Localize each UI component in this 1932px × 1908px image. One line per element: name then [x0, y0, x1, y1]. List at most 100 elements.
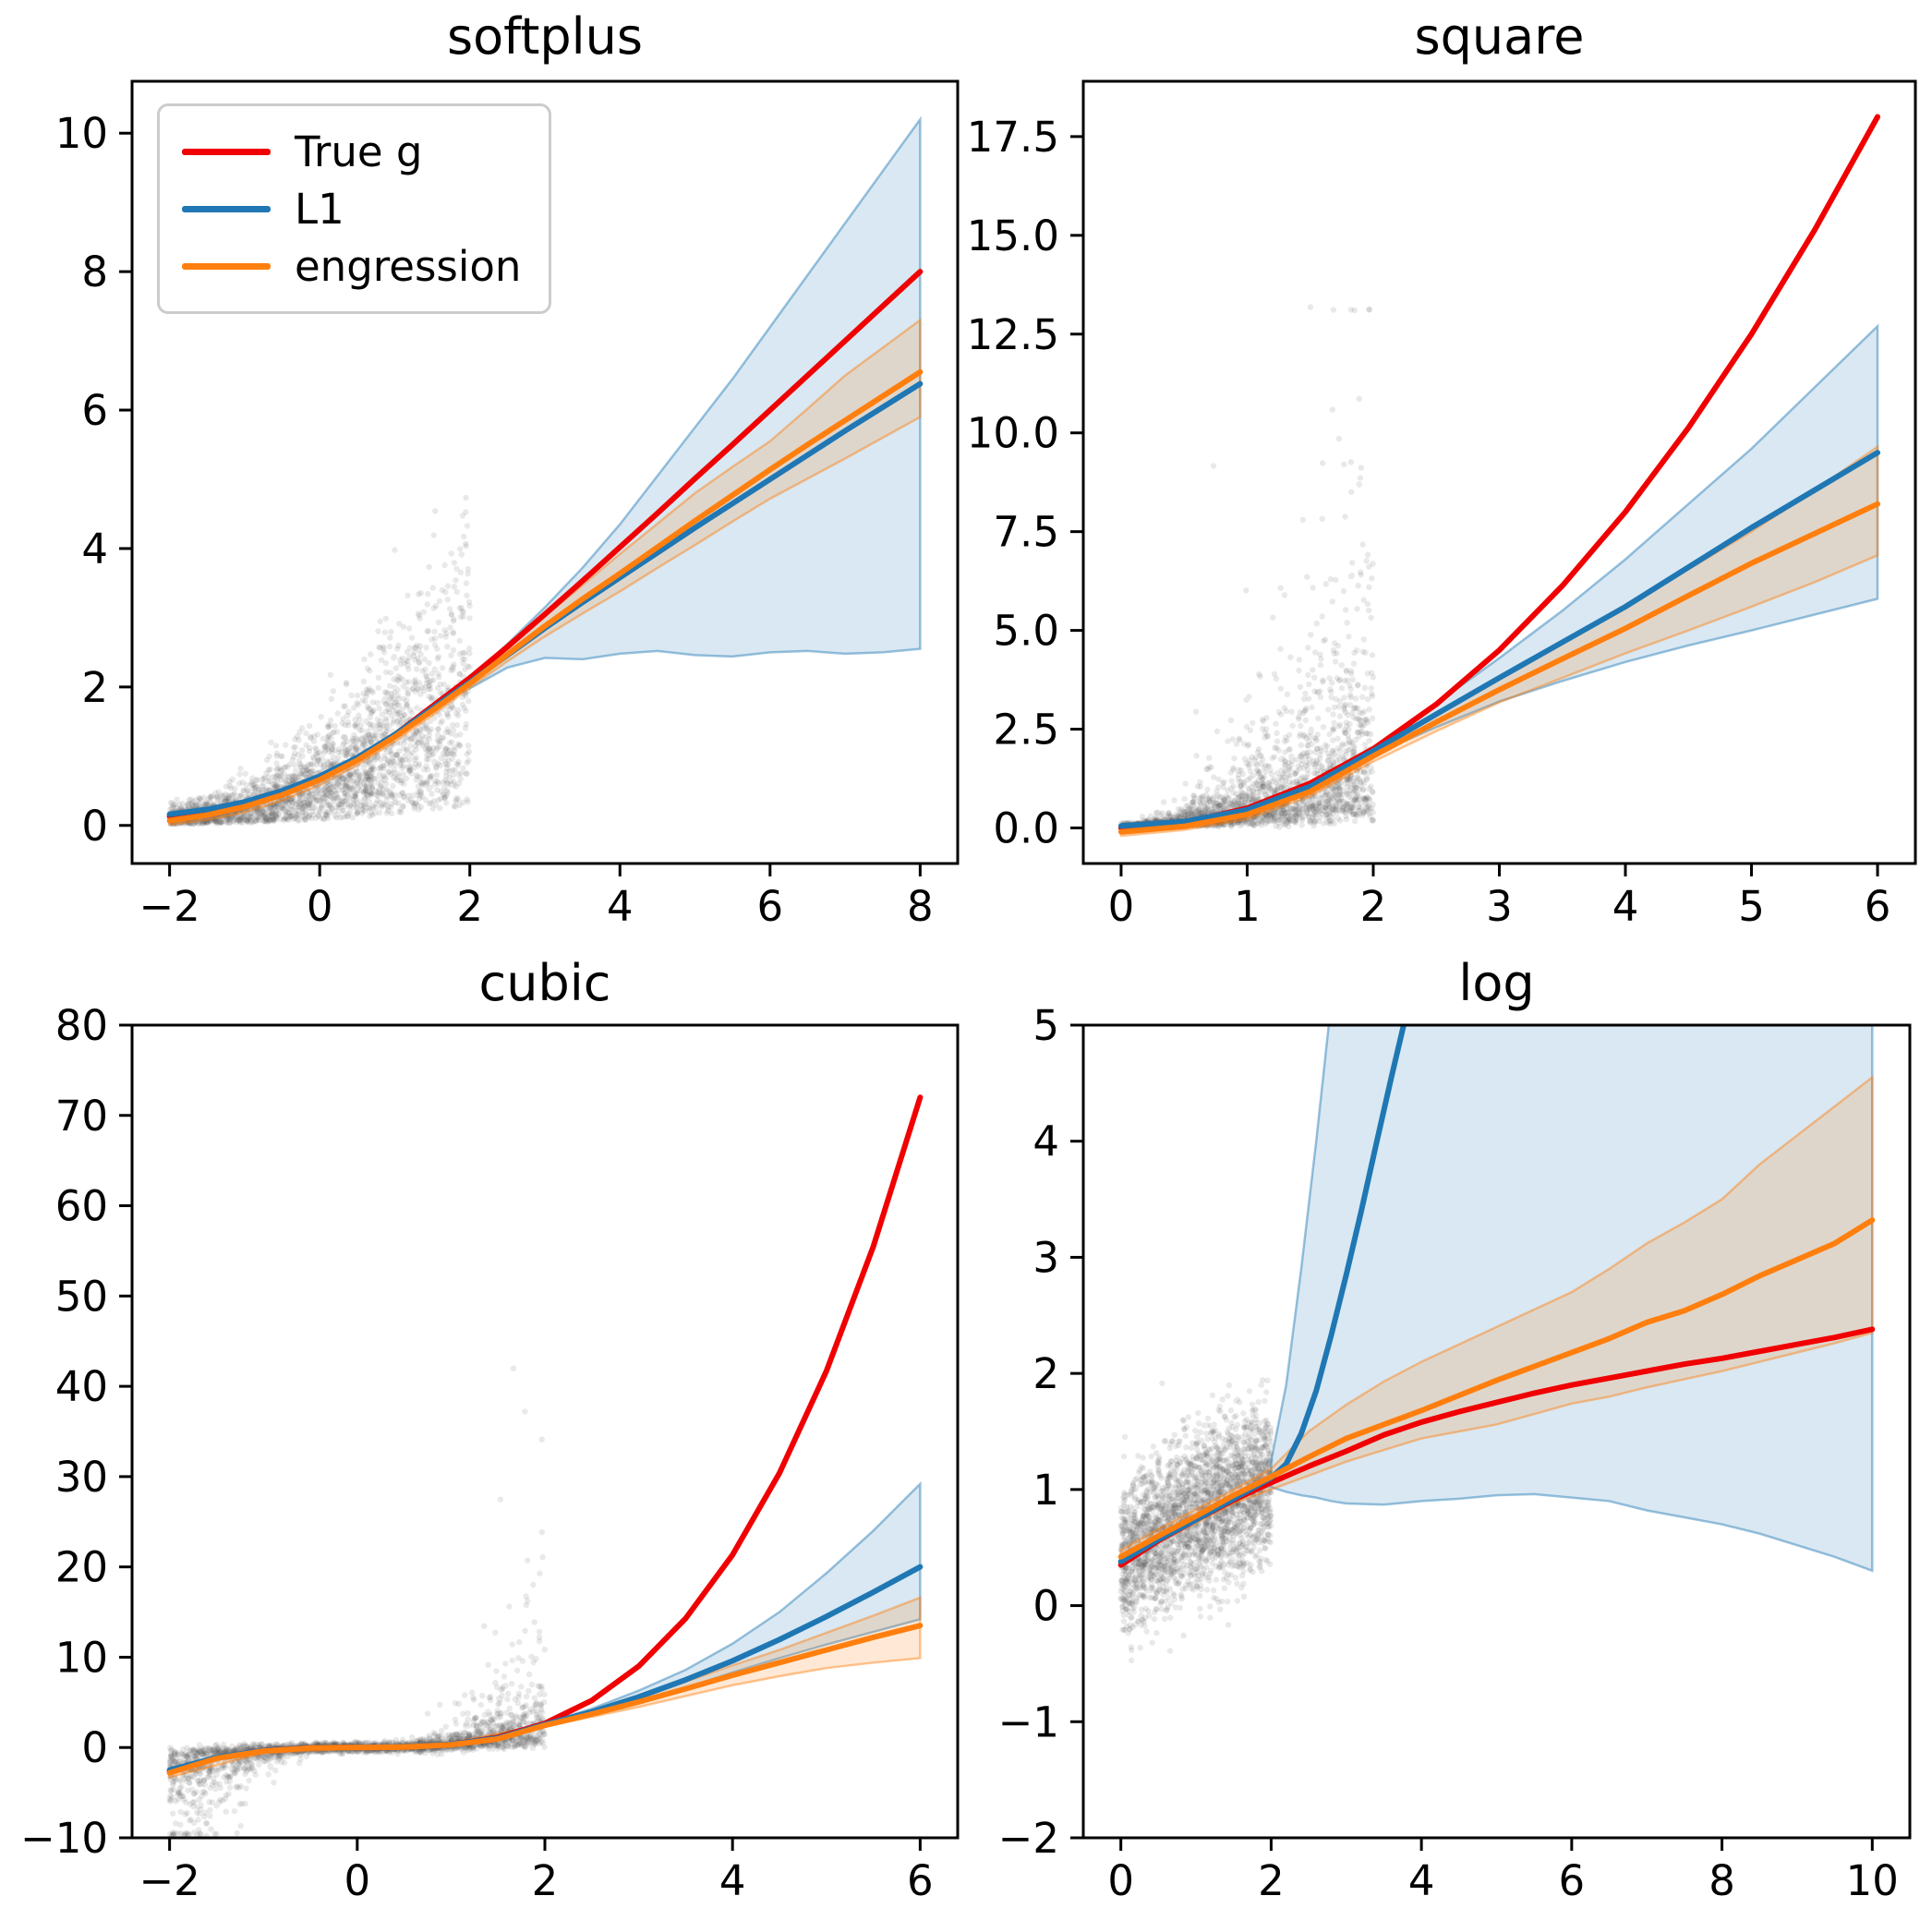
l1-line	[1117, 450, 1881, 829]
legend-item: L1	[182, 180, 521, 237]
svg-text:0: 0	[81, 1723, 108, 1772]
engression-line	[1117, 1217, 1876, 1560]
svg-text:10: 10	[1846, 1856, 1899, 1905]
svg-text:6: 6	[907, 1856, 934, 1905]
svg-text:6: 6	[1865, 882, 1891, 931]
svg-text:2: 2	[532, 1856, 559, 1905]
legend-label: L1	[295, 184, 344, 234]
svg-text:8: 8	[81, 248, 108, 296]
svg-text:8: 8	[1709, 1856, 1735, 1905]
svg-text:6: 6	[756, 882, 783, 931]
chart-canvas-log: 0 2 4 6 8 10 −2 −1 0 1 2 3 4 5	[998, 1001, 1912, 1905]
svg-text:4: 4	[607, 882, 634, 931]
svg-text:2: 2	[1032, 1349, 1059, 1398]
svg-text:2.5: 2.5	[993, 706, 1059, 755]
engression-line-swatch	[182, 262, 271, 270]
chart-canvas-softplus: −2 0 2 4 6 8 0 2 4 6 8 10	[55, 79, 960, 931]
svg-text:−2: −2	[139, 1856, 199, 1905]
engression-line	[166, 1623, 924, 1776]
svg-text:1: 1	[1234, 882, 1261, 931]
svg-text:4: 4	[81, 525, 108, 574]
svg-text:20: 20	[55, 1543, 108, 1592]
svg-text:12.5: 12.5	[967, 310, 1059, 359]
svg-text:80: 80	[55, 1001, 108, 1050]
chart-title: log	[1458, 954, 1535, 1012]
svg-text:0: 0	[1107, 1856, 1134, 1905]
data-layer	[166, 115, 924, 827]
svg-text:40: 40	[55, 1362, 108, 1411]
axes-layer: −2 0 2 4 6 8 0 2 4 6 8 10	[55, 79, 960, 931]
scatter-points	[166, 1365, 549, 1838]
svg-text:2: 2	[456, 882, 483, 931]
axes-layer: 0 1 2 3 4 5 6 0.0 2.5 5.0 7.5 10.0 12.5 15.0 17.5	[967, 79, 1917, 931]
l1-line-swatch	[182, 205, 271, 212]
svg-text:4: 4	[1612, 882, 1639, 931]
l1-line	[1117, 1025, 1407, 1564]
l1-band	[1371, 323, 1879, 757]
svg-text:30: 30	[55, 1453, 108, 1502]
svg-text:50: 50	[55, 1272, 108, 1321]
legend-label: True g	[295, 127, 423, 176]
data-layer	[166, 1094, 924, 1838]
svg-text:10.0: 10.0	[967, 409, 1059, 458]
legend-item: engression	[182, 237, 521, 295]
engression-line	[1117, 501, 1881, 835]
svg-text:8: 8	[907, 882, 934, 931]
svg-text:4: 4	[1408, 1856, 1435, 1905]
svg-text:−10: −10	[20, 1814, 108, 1863]
svg-text:5: 5	[1032, 1001, 1059, 1050]
data-layer	[1117, 1025, 1876, 1663]
axes-layer: −2 0 2 4 6 −10 0 10 20 30 40 50 60 70 80	[20, 1001, 960, 1905]
svg-text:60: 60	[55, 1182, 108, 1231]
subplot-cubic: −2 0 2 4 6 −10 0 10 20 30 40 50 60 70 80 cubic	[0, 954, 966, 1908]
legend-item: True g	[182, 123, 521, 180]
svg-text:4: 4	[719, 1856, 746, 1905]
chart-title: cubic	[478, 954, 611, 1012]
data-layer	[1117, 114, 1881, 838]
legend-label: engression	[295, 241, 522, 291]
svg-text:4: 4	[1032, 1117, 1059, 1166]
svg-text:3: 3	[1486, 882, 1513, 931]
svg-text:0: 0	[344, 1856, 370, 1905]
svg-text:0.0: 0.0	[993, 804, 1059, 853]
svg-text:10: 10	[55, 109, 108, 158]
svg-text:5.0: 5.0	[993, 607, 1059, 656]
svg-text:15.0: 15.0	[967, 211, 1059, 260]
svg-text:−2: −2	[998, 1814, 1059, 1863]
svg-text:−2: −2	[139, 882, 199, 931]
chart-title: softplus	[446, 7, 644, 66]
l1-band	[468, 115, 922, 691]
chart-canvas-cubic: −2 0 2 4 6 −10 0 10 20 30 40 50 60 70 80	[20, 1001, 960, 1905]
svg-text:0: 0	[307, 882, 333, 931]
axes-layer: 0 2 4 6 8 10 −2 −1 0 1 2 3 4 5	[998, 1001, 1912, 1905]
svg-text:3: 3	[1032, 1233, 1059, 1282]
legend: True g L1 engression	[157, 103, 552, 314]
svg-text:17.5: 17.5	[967, 113, 1059, 162]
subplot-softplus: −2 0 2 4 6 8 0 2 4 6 8 10 softplus True g L1 engres…	[0, 0, 966, 954]
svg-text:6: 6	[81, 386, 108, 435]
svg-text:10: 10	[55, 1633, 108, 1682]
svg-text:0: 0	[1032, 1582, 1059, 1631]
svg-text:2: 2	[1258, 1856, 1285, 1905]
subplot-log: 0 2 4 6 8 10 −2 −1 0 1 2 3 4 5 log	[966, 954, 1932, 1908]
svg-text:6: 6	[1559, 1856, 1586, 1905]
svg-text:2: 2	[1360, 882, 1387, 931]
engression-line	[166, 368, 924, 824]
engression-band	[1119, 1075, 1874, 1566]
true-g-line-swatch	[182, 148, 271, 155]
svg-text:0: 0	[1108, 882, 1135, 931]
svg-text:5: 5	[1738, 882, 1765, 931]
svg-text:0: 0	[81, 802, 108, 851]
svg-text:1: 1	[1032, 1466, 1059, 1515]
subplot-square: 0 1 2 3 4 5 6 0.0 2.5 5.0 7.5 10.0 12.5 15.0 17.5 squa…	[966, 0, 1932, 954]
svg-text:7.5: 7.5	[993, 508, 1059, 557]
chart-title: square	[1414, 7, 1585, 66]
scatter-points	[1117, 304, 1377, 831]
svg-text:70: 70	[55, 1092, 108, 1141]
l1-band	[543, 1480, 922, 1728]
l1-band	[1270, 1025, 1874, 1573]
svg-text:−1: −1	[998, 1697, 1059, 1746]
chart-canvas-square: 0 1 2 3 4 5 6 0.0 2.5 5.0 7.5 10.0 12.5 15.0 17.5	[967, 79, 1917, 931]
svg-text:2: 2	[81, 663, 108, 712]
